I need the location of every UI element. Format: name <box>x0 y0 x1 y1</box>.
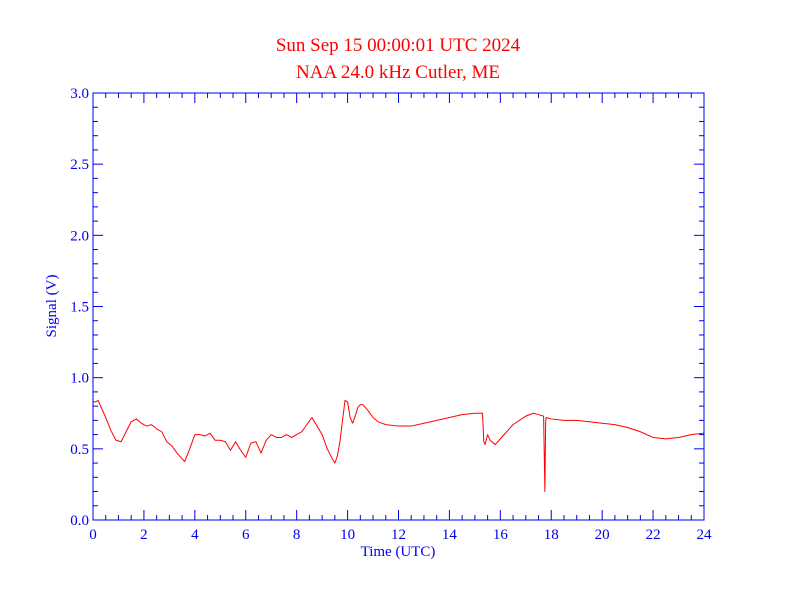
x-tick-label: 22 <box>646 527 661 543</box>
chart-subtitle: NAA 24.0 kHz Cutler, ME <box>296 62 500 83</box>
y-tick-label: 3.0 <box>70 86 89 102</box>
x-tick-label: 20 <box>595 527 610 543</box>
y-tick-label: 1.0 <box>70 371 89 387</box>
x-tick-label: 8 <box>293 527 301 543</box>
x-axis-label: Time (UTC) <box>361 544 436 560</box>
y-tick-labels: 0.0 0.5 1.0 1.5 2.0 2.5 3.0 <box>70 86 89 529</box>
x-tick-label: 12 <box>391 527 406 543</box>
x-tick-label: 2 <box>140 527 148 543</box>
x-tick-labels: 0 2 4 6 8 10 12 14 16 18 20 22 24 <box>89 527 712 543</box>
x-tick-label: 4 <box>191 527 199 543</box>
x-tick-label: 14 <box>442 527 458 543</box>
signal-series-line <box>93 399 705 493</box>
x-tick-label: 0 <box>89 527 97 543</box>
y-tick-label: 0.0 <box>70 513 89 529</box>
y-tick-label: 0.5 <box>70 442 89 458</box>
y-tick-label: 2.5 <box>70 157 89 173</box>
y-axis-label: Signal (V) <box>44 275 60 338</box>
axis-ticks <box>92 92 705 521</box>
x-tick-label: 24 <box>697 527 713 543</box>
chart-title: Sun Sep 15 00:00:01 UTC 2024 <box>276 35 521 56</box>
x-tick-label: 6 <box>242 527 250 543</box>
x-tick-label: 18 <box>544 527 559 543</box>
y-tick-label: 1.5 <box>70 300 89 316</box>
x-tick-label: 16 <box>493 527 509 543</box>
x-tick-label: 10 <box>340 527 355 543</box>
y-tick-label: 2.0 <box>70 228 89 244</box>
plot-frame <box>92 92 705 521</box>
